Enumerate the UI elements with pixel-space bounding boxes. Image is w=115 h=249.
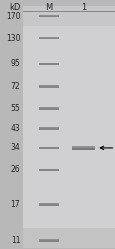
Bar bbox=[39, 37, 58, 38]
Bar bbox=[39, 62, 58, 63]
Bar bbox=[71, 146, 94, 150]
Text: 1: 1 bbox=[80, 3, 85, 12]
Bar bbox=[39, 169, 58, 171]
Bar bbox=[39, 127, 58, 128]
Bar bbox=[39, 85, 58, 86]
Bar bbox=[39, 239, 58, 240]
Text: 17: 17 bbox=[11, 200, 20, 209]
Bar bbox=[39, 37, 58, 39]
Text: 11: 11 bbox=[11, 236, 20, 245]
Bar bbox=[39, 239, 58, 242]
Bar bbox=[39, 15, 58, 16]
Bar bbox=[71, 146, 94, 147]
Bar bbox=[23, 228, 115, 248]
Bar bbox=[39, 203, 58, 206]
Bar bbox=[39, 62, 58, 65]
Text: 95: 95 bbox=[10, 59, 20, 68]
Text: 26: 26 bbox=[11, 165, 20, 174]
Text: 170: 170 bbox=[6, 12, 20, 21]
Bar bbox=[39, 147, 58, 149]
Bar bbox=[39, 85, 58, 88]
Text: kD: kD bbox=[9, 3, 20, 12]
Text: M: M bbox=[45, 3, 52, 12]
Bar bbox=[39, 203, 58, 204]
Text: 43: 43 bbox=[10, 124, 20, 133]
Text: 55: 55 bbox=[10, 104, 20, 113]
Text: 34: 34 bbox=[10, 143, 20, 152]
Bar bbox=[39, 107, 58, 110]
Bar bbox=[23, 6, 115, 26]
Bar bbox=[23, 6, 115, 248]
Bar bbox=[39, 15, 58, 17]
Bar bbox=[39, 107, 58, 108]
Text: 72: 72 bbox=[11, 82, 20, 91]
Bar bbox=[39, 127, 58, 130]
Text: 130: 130 bbox=[6, 34, 20, 43]
